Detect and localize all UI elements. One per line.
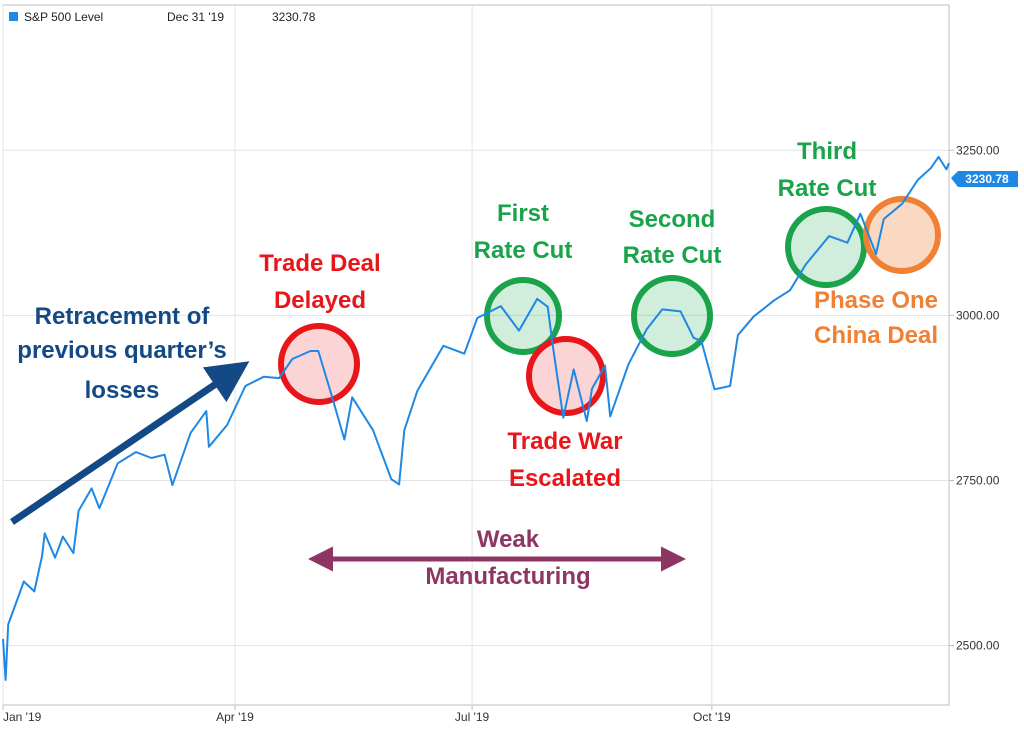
trade-deal-label-line2: Delayed <box>274 287 366 314</box>
third-rate-cut-label-line2: Rate Cut <box>778 175 877 202</box>
first-rate-cut-label-line1: First <box>497 200 549 227</box>
phase-one-circle <box>863 196 941 274</box>
grid-layer <box>2 5 949 705</box>
last-value-text: 3230.78 <box>965 172 1009 186</box>
third-rate-cut-label-line1: Third <box>797 138 857 165</box>
retracement-label-line1: Retracement of <box>35 303 211 330</box>
legend-series-name: S&P 500 Level <box>24 10 103 24</box>
trade-deal-label-line1: Trade Deal <box>259 250 380 277</box>
second-rate-cut-label-line2: Rate Cut <box>623 242 722 269</box>
trade-war-label-line2: Escalated <box>509 465 621 492</box>
trade-war-label-line1: Trade War <box>507 428 622 455</box>
retracement-label-line2: previous quarter’s <box>17 337 226 364</box>
x-tick-label: Jul '19 <box>455 710 490 724</box>
annotation-labels: Retracement of previous quarter’s losses… <box>17 138 938 590</box>
legend: S&P 500 Level Dec 31 '19 3230.78 <box>9 10 316 24</box>
third-rate-cut-circle <box>785 206 867 288</box>
y-tick-label: 3000.00 <box>956 308 1000 322</box>
legend-swatch <box>9 12 18 21</box>
series-line-sp500 <box>2 155 950 681</box>
phase-one-label-line2: China Deal <box>814 322 938 349</box>
retracement-label-line3: losses <box>85 377 160 404</box>
weak-manufacturing-label-line2: Manufacturing <box>425 563 590 590</box>
second-rate-cut-circle <box>631 275 713 357</box>
x-axis-ticks: Jan '19 Apr '19 Jul '19 Oct '19 <box>2 705 731 724</box>
trade-deal-circle <box>278 323 360 405</box>
weak-manufacturing-label-line1: Weak <box>477 526 540 553</box>
legend-date: Dec 31 '19 <box>167 10 224 24</box>
first-rate-cut-circle <box>484 277 562 355</box>
x-tick-label: Jan '19 <box>3 710 42 724</box>
first-rate-cut-label-line2: Rate Cut <box>474 237 573 264</box>
last-value-badge: 3230.78 <box>951 171 1018 187</box>
x-tick-label: Apr '19 <box>216 710 254 724</box>
legend-value: 3230.78 <box>272 10 316 24</box>
x-tick-label: Oct '19 <box>693 710 731 724</box>
second-rate-cut-label-line1: Second <box>629 206 716 233</box>
y-tick-label: 2750.00 <box>956 473 1000 487</box>
y-tick-label: 2500.00 <box>956 639 1000 653</box>
annotation-circles <box>278 196 941 416</box>
y-axis-ticks: 2500.00 2750.00 3000.00 3250.00 <box>949 143 1000 653</box>
trade-war-circle <box>526 336 606 416</box>
phase-one-label-line1: Phase One <box>814 287 938 314</box>
retracement-arrow <box>10 361 250 525</box>
y-tick-label: 3250.00 <box>956 143 1000 157</box>
